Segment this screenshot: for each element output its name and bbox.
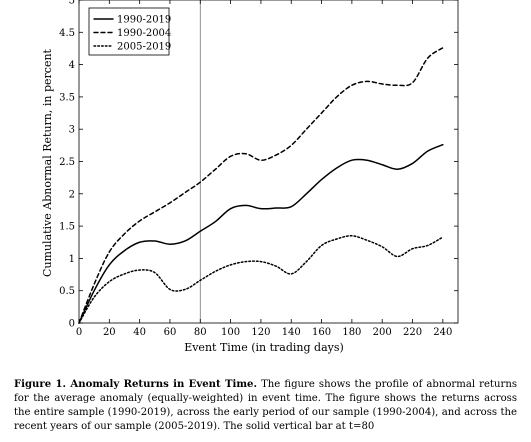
legend-label: 1990-2004 <box>117 28 171 39</box>
x-tick-label: 220 <box>403 327 422 338</box>
y-tick-label: 3.5 <box>59 92 75 103</box>
y-tick-label: 2.5 <box>59 157 75 168</box>
x-tick-label: 200 <box>373 327 392 338</box>
y-tick-label: 3 <box>69 125 75 136</box>
series-group <box>78 47 444 324</box>
series-line-1990-2019 <box>78 143 444 324</box>
x-tick-label: 180 <box>342 327 361 338</box>
x-tick-label: 100 <box>221 327 240 338</box>
x-tick-label: 60 <box>164 327 177 338</box>
legend-label: 2005-2019 <box>117 42 171 53</box>
y-axis-title: Cumulative Abnormal Return, in percent <box>41 48 54 277</box>
chart: 0 0.5 1 1.5 2 2.5 3 3.5 4 4.5 5 0 20 40 60 80 100 120 140… <box>41 0 459 354</box>
y-axis: 0 0.5 1 1.5 2 2.5 3 3.5 4 4.5 5 <box>59 0 458 330</box>
y-tick-label: 1.5 <box>59 222 75 233</box>
caption-text: The figure shows the profile of abnormal… <box>14 379 517 432</box>
y-tick-label: 4.5 <box>59 28 75 39</box>
x-tick-label: 160 <box>312 327 331 338</box>
y-tick-label: 5 <box>69 0 75 7</box>
legend-box <box>88 7 170 56</box>
x-tick-label: 120 <box>251 327 270 338</box>
legend: 1990-2019 1990-2004 2005-2019 <box>88 7 171 56</box>
x-axis-title: Event Time (in trading days) <box>184 341 344 354</box>
x-tick-label: 40 <box>133 327 146 338</box>
caption-label: Figure 1. Anomaly Returns in Event Time. <box>14 379 257 390</box>
y-tick-label: 4 <box>69 60 75 71</box>
series-line-2005-2019 <box>78 235 444 324</box>
y-tick-label: 0 <box>69 319 75 330</box>
figure-caption: Figure 1. Anomaly Returns in Event Time.… <box>14 378 517 434</box>
x-tick-label: 140 <box>282 327 301 338</box>
x-tick-label: 80 <box>194 327 207 338</box>
x-tick-label: 240 <box>433 327 452 338</box>
series-line-1990-2004 <box>78 47 444 324</box>
y-tick-label: 0.5 <box>59 286 75 297</box>
y-tick-label: 1 <box>69 254 75 265</box>
x-axis: 0 20 40 60 80 100 120 140 160 180 200 220 240 <box>76 0 452 338</box>
legend-label: 1990-2019 <box>117 15 171 26</box>
x-tick-label: 0 <box>76 327 82 338</box>
x-tick-label: 20 <box>103 327 116 338</box>
y-tick-label: 2 <box>69 189 75 200</box>
